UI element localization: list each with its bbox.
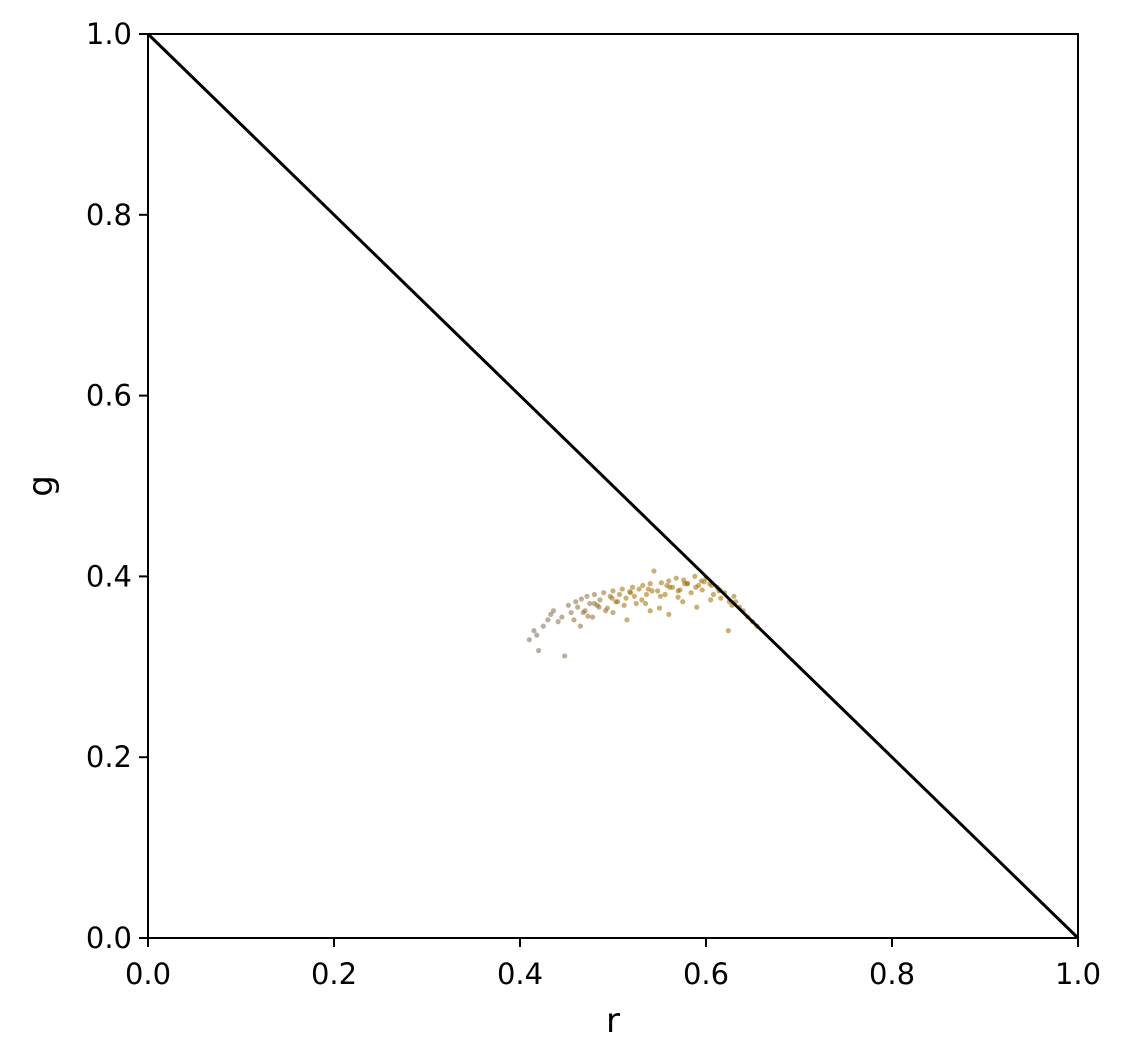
scatter-point [647,581,653,587]
scatter-point [656,605,663,611]
scatter-point [688,590,694,596]
scatter-point [548,611,554,617]
scatter-point [710,591,717,598]
reference-line [146,32,1080,940]
scatter-point [565,602,571,608]
scatter-point [597,597,603,603]
scatter-point [645,586,651,592]
scatter-point [662,591,668,598]
scatter-point [718,595,724,601]
x-axis-label: r [606,1001,620,1041]
scatter-point [636,586,642,592]
scatter-point [666,611,672,617]
scatter-point [609,595,615,601]
scatter-point [731,593,737,599]
scatter-point [657,593,664,599]
scatter-point [526,637,532,643]
scatter-point [708,597,714,603]
scatter-point [584,593,590,599]
scatter-point [531,628,537,634]
scatter-point [615,599,621,605]
scatter-point [643,591,650,598]
scatter-point [591,600,598,607]
scatter-point [675,594,681,600]
scatter-point [573,599,579,605]
scatter-point [725,628,731,634]
x-tick-label: 0.4 [497,957,543,991]
scatter-point [631,593,637,599]
scatter-point [589,614,596,620]
scatter-point [624,617,630,623]
scatter-point [694,604,700,610]
scatter-point [610,588,616,594]
scatter-point [693,584,699,590]
scatter-point [623,595,629,601]
scatter-point [534,632,540,638]
scatter-point [639,597,645,603]
scatter-point [536,647,542,654]
scatter-point [692,573,698,580]
scatter-point [578,596,584,602]
y-tick-label: 0.2 [86,740,132,774]
scatter-point [585,613,591,619]
scatter-point [642,600,649,607]
y-tick-label: 0.6 [86,379,132,413]
scatter-point [673,575,679,581]
scatter-point [587,600,593,607]
scatter-point [545,617,551,623]
y-tick-label: 0.0 [86,921,132,955]
scatter-point [562,653,568,659]
y-tick-label: 1.0 [86,17,132,51]
x-tick-label: 0.0 [125,957,171,991]
scatter-point [602,608,609,614]
scatter-point [655,588,661,594]
scatter-point [601,590,607,596]
x-tick-label: 1.0 [1055,957,1101,991]
scatter-point [664,582,670,589]
scatter-point [568,609,574,616]
y-axis-label: g [21,475,61,497]
scatter-point [550,608,557,614]
scatter-point [621,602,627,608]
scatter-point [555,619,561,625]
scatter-point [698,578,704,584]
scatter-point [591,591,598,598]
scatter-point [629,584,636,590]
scatter-point [682,581,688,587]
scatter-point [619,586,625,592]
y-axis-ticks: 0.0 0.2 0.4 0.6 0.8 1.0 [86,17,148,955]
scatter-point [571,617,577,623]
y-tick-label: 0.4 [86,559,132,593]
y-tick-label: 0.8 [86,198,132,232]
scatter-point [610,609,616,616]
x-tick-label: 0.8 [869,957,915,991]
scatter-point [658,580,664,586]
scatter-point [640,582,646,589]
scatter-point [633,600,639,607]
scatter-point [666,578,672,584]
x-tick-label: 0.6 [683,957,729,991]
scatter-point [559,614,565,620]
x-axis-ticks: 0.0 0.2 0.4 0.6 0.8 1.0 [125,938,1101,991]
scatter-point [575,604,581,610]
scatter-point [680,599,686,605]
scatter-point [616,591,623,598]
scatter-point [596,604,602,610]
scatter-point [699,587,705,593]
x-tick-label: 0.2 [311,957,357,991]
scatter-point [540,623,546,629]
scatter-point [628,590,634,596]
scatter-point [577,623,584,629]
scatter-point [651,568,657,574]
axes-frame [147,33,1079,939]
scatter-point [647,608,653,614]
scatter-point [675,588,681,594]
scatter-point [580,609,586,616]
